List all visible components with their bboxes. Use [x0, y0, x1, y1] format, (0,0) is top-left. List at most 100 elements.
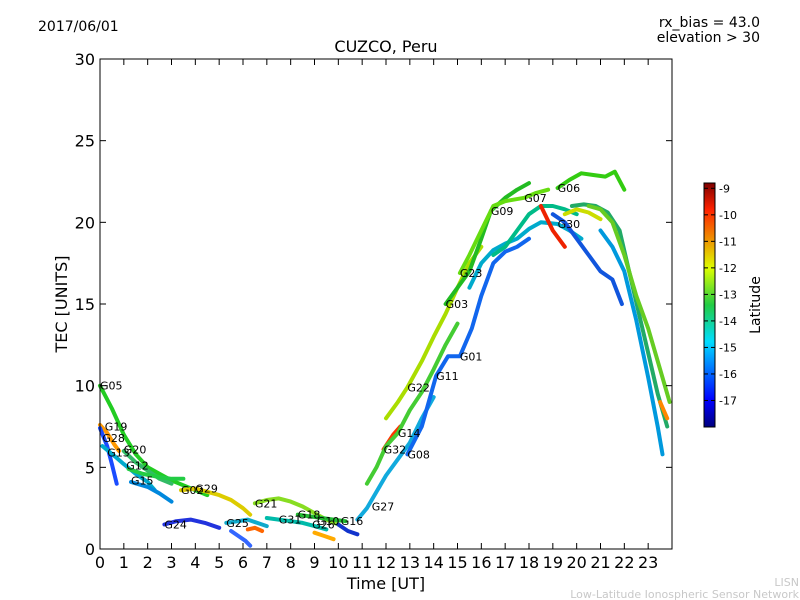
x-tick-label: 1	[119, 553, 129, 572]
colorbar-label: Latitude	[748, 276, 764, 334]
colorbar-tick-label: -11	[719, 235, 737, 248]
tec-trace-13	[264, 516, 329, 532]
y-axis-label: TEC [UNITS]	[52, 256, 71, 354]
tec-trace-11	[229, 529, 253, 548]
x-tick-label: 4	[190, 553, 200, 572]
tec-trace-22	[405, 236, 531, 457]
tec-trace-16	[312, 530, 336, 542]
satellite-label-g27: G27	[372, 501, 395, 514]
x-tick-label: 19	[543, 553, 563, 572]
satellite-label-g23: G23	[460, 267, 483, 280]
colorbar-tick-label: -15	[719, 341, 737, 354]
tec-trace-27	[555, 169, 627, 192]
x-axis-ticks: 0 1 2 3 4 5 6 7 8 9 10 11 12 13 14 15 16 17 18 19 20 21 22 23	[95, 59, 658, 572]
x-tick-label: 6	[238, 553, 248, 572]
x-tick-label: 23	[638, 553, 658, 572]
x-tick-label: 0	[95, 553, 105, 572]
satellite-label-g02: G02	[181, 484, 204, 497]
satellite-label-g26: G26	[312, 519, 335, 532]
tec-trace-9	[162, 517, 222, 530]
satellite-label-g30: G30	[558, 218, 581, 231]
tec-trace-21	[384, 244, 484, 421]
satellite-label-g20: G20	[124, 443, 147, 456]
x-tick-label: 8	[286, 553, 296, 572]
tec-trace-33	[598, 228, 665, 457]
satellite-label-g11: G11	[436, 370, 459, 383]
elevation-label: elevation > 30	[657, 30, 760, 46]
satellite-label-g10: G10	[317, 515, 340, 528]
tec-trace-14	[295, 512, 348, 524]
tec-trace-8	[179, 486, 253, 517]
y-axis-ticks: 0 5 10 15 20 25 30	[75, 50, 672, 559]
colorbar-tick-label: -13	[719, 288, 737, 301]
colorbar-tick-label: -10	[719, 209, 737, 222]
satellite-label-g22: G22	[407, 381, 430, 394]
satellite-label-g15: G15	[131, 474, 154, 487]
x-tick-label: 5	[214, 553, 224, 572]
satellite-label-g01: G01	[460, 350, 483, 363]
tec-trace-20	[364, 321, 460, 486]
x-tick-label: 18	[519, 553, 539, 572]
tec-trace-29	[562, 207, 603, 222]
tec-trace-25	[467, 220, 584, 290]
colorbar-ticks: -9 -10 -11 -12 -13 -14 -15 -16 -17	[704, 182, 737, 407]
colorbar-tick-label: -17	[719, 394, 737, 407]
satellite-label-g28: G28	[102, 432, 125, 445]
x-tick-label: 14	[423, 553, 443, 572]
series-layer	[98, 169, 672, 548]
tec-trace-28	[538, 204, 567, 249]
y-tick-label: 5	[85, 458, 95, 477]
satellite-label-g03: G03	[446, 298, 469, 311]
y-tick-label: 20	[75, 213, 95, 232]
satellite-label-g25: G25	[226, 517, 249, 530]
satellite-label-g18: G18	[298, 509, 321, 522]
x-tick-label: 20	[566, 553, 586, 572]
tec-trace-34	[658, 400, 670, 421]
x-tick-label: 15	[447, 553, 467, 572]
satellite-label-g16: G16	[341, 515, 364, 528]
satellite-label-g24: G24	[164, 519, 187, 532]
tec-trace-32	[550, 212, 624, 306]
footer-network: Low-Latitude Ionospheric Sensor Network	[570, 588, 799, 600]
colorbar-tick-label: -9	[719, 182, 730, 195]
satellite-label-g19: G19	[105, 421, 128, 434]
satellite-label-g06: G06	[558, 182, 581, 195]
tec-trace-26	[491, 204, 579, 257]
colorbar-tick-label: -14	[719, 315, 737, 328]
x-tick-label: 22	[614, 553, 634, 572]
x-tick-label: 16	[471, 553, 491, 572]
satellite-label-g05: G05	[100, 380, 123, 393]
tec-trace-7	[129, 480, 174, 504]
tec-trace-5	[121, 449, 174, 486]
tec-trace-15	[245, 525, 265, 533]
satellite-label-g07: G07	[524, 192, 547, 205]
satellite-label-g32: G32	[384, 443, 407, 456]
x-tick-label: 12	[376, 553, 396, 572]
satellite-label-g12: G12	[126, 460, 149, 473]
footer-lisn: LISN	[774, 576, 799, 589]
x-tick-label: 7	[262, 553, 272, 572]
y-tick-label: 30	[75, 50, 95, 69]
x-tick-label: 21	[590, 553, 610, 572]
satellite-label-g14: G14	[398, 427, 421, 440]
tec-trace-17	[336, 522, 360, 537]
tec-trace-31	[586, 204, 672, 404]
x-tick-label: 9	[309, 553, 319, 572]
satellite-label-g29: G29	[195, 483, 218, 496]
tec-trace-23	[443, 181, 531, 306]
colorbar-tick-label: -12	[719, 262, 737, 275]
colorbar-tick-label: -16	[719, 368, 737, 381]
tec-trace-6	[126, 467, 186, 481]
tec-trace-24	[457, 187, 551, 275]
x-axis-label: Time [UT]	[346, 574, 425, 593]
tec-trace-2	[98, 422, 122, 453]
satellite-label-g09: G09	[491, 205, 514, 218]
x-tick-label: 2	[143, 553, 153, 572]
y-tick-label: 10	[75, 377, 95, 396]
x-tick-label: 13	[400, 553, 420, 572]
colorbar	[703, 182, 716, 428]
tec-trace-3	[98, 426, 119, 486]
chart-title: CUZCO, Peru	[334, 37, 437, 56]
